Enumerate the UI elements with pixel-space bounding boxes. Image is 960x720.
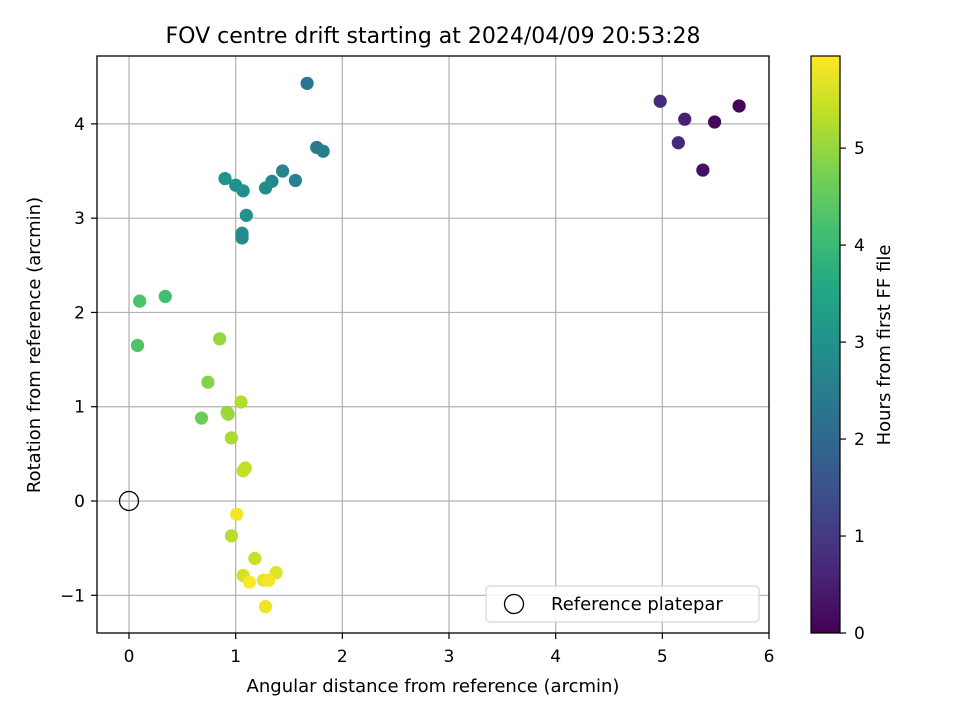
data-point — [224, 431, 238, 445]
x-tick-label: 4 — [550, 647, 561, 667]
data-point — [678, 112, 692, 126]
data-point — [224, 529, 238, 543]
data-point — [258, 181, 273, 195]
x-axis-label: Angular distance from reference (arcmin) — [247, 676, 620, 697]
reference-platepar-marker — [118, 490, 140, 512]
colorbar-gradient — [810, 55, 841, 634]
x-axis-ticks: 0 1 2 3 4 5 6 — [124, 633, 775, 667]
data-point — [158, 289, 172, 304]
chart-title: FOV centre drift starting at 2024/04/09 … — [166, 24, 701, 49]
colorbar-ticks: 0 1 2 3 4 5 — [840, 139, 865, 644]
data-point — [288, 173, 302, 188]
colorbar-tick-label: 4 — [854, 236, 865, 256]
data-point — [732, 99, 746, 113]
colorbar: 0 1 2 3 4 5 Hours from first FF file — [810, 55, 895, 644]
x-tick-label: 6 — [764, 647, 775, 667]
data-point — [218, 171, 232, 186]
data-point — [234, 395, 248, 409]
data-point — [708, 115, 722, 129]
x-tick-label: 3 — [444, 647, 455, 667]
colorbar-tick-label: 2 — [854, 430, 865, 450]
y-tick-label: 3 — [74, 209, 85, 229]
data-point — [242, 575, 257, 589]
data-point — [653, 94, 667, 108]
plot-frame — [96, 55, 770, 634]
colorbar-tick-label: 3 — [854, 333, 865, 353]
y-tick-label: 1 — [74, 398, 85, 418]
data-point — [236, 464, 250, 478]
y-tick-label: 2 — [74, 303, 85, 323]
data-point — [300, 76, 314, 90]
data-point — [276, 164, 290, 178]
colorbar-tick-label: 0 — [854, 624, 865, 644]
data-point — [671, 136, 685, 150]
data-point — [130, 338, 145, 353]
legend-box — [485, 585, 760, 623]
data-point — [230, 507, 244, 521]
data-point — [316, 144, 330, 158]
data-point — [696, 163, 710, 177]
data-point — [258, 600, 273, 614]
data-point — [221, 407, 235, 421]
data-point — [239, 208, 253, 222]
data-point — [235, 231, 249, 245]
data-point — [229, 178, 243, 192]
x-tick-label: 1 — [230, 647, 241, 667]
colorbar-label: Hours from first FF file — [874, 245, 895, 446]
data-point — [133, 294, 147, 308]
data-point — [194, 411, 209, 425]
y-axis-label: Rotation from reference (arcmin) — [24, 197, 45, 493]
y-tick-label: 0 — [74, 492, 85, 512]
data-point — [248, 551, 262, 566]
plot-area: 0 1 2 3 4 5 6 −1 0 1 2 3 4 — [60, 55, 775, 667]
colorbar-tick-label: 1 — [854, 527, 865, 547]
y-tick-label: 4 — [74, 115, 85, 135]
x-tick-label: 5 — [657, 647, 668, 667]
legend: Reference platepar — [485, 585, 760, 623]
y-tick-label: −1 — [60, 586, 85, 606]
data-points — [118, 76, 746, 614]
legend-entry-label: Reference platepar — [551, 594, 723, 615]
x-tick-label: 2 — [337, 647, 348, 667]
data-point — [213, 332, 227, 346]
x-tick-label: 0 — [124, 647, 135, 667]
colorbar-tick-label: 5 — [854, 139, 865, 159]
legend-reference-marker — [503, 593, 525, 615]
data-point — [201, 375, 215, 389]
grid — [97, 56, 770, 633]
data-point — [262, 573, 276, 587]
y-axis-ticks: −1 0 1 2 3 4 — [60, 115, 97, 606]
